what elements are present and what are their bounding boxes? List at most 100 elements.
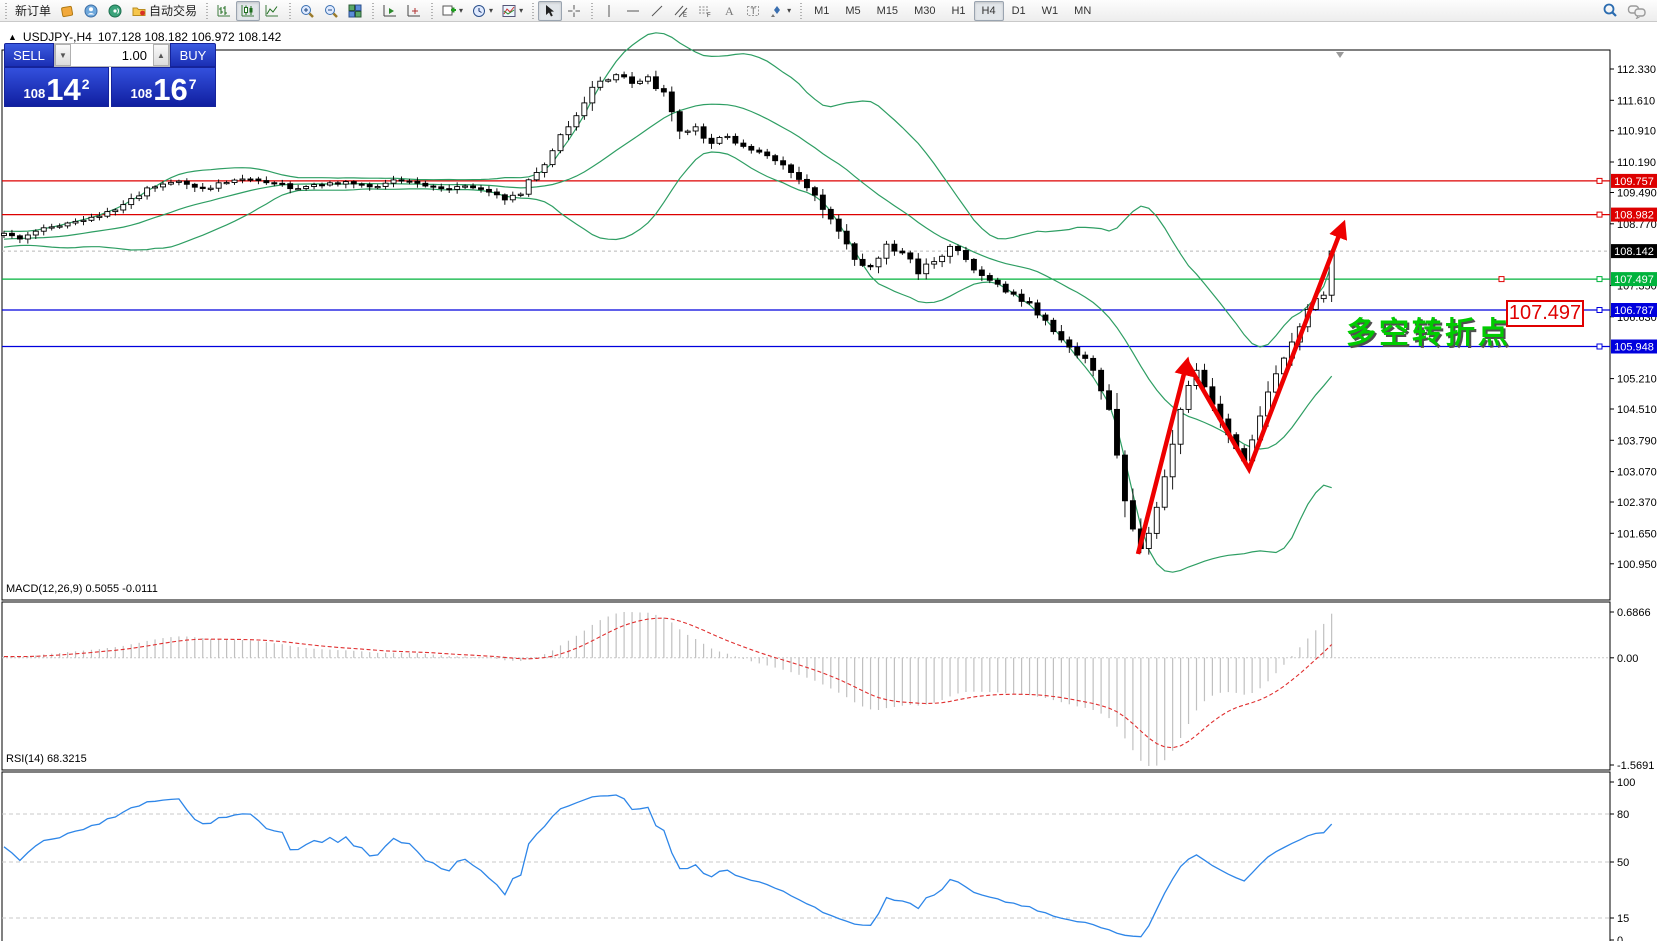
fibonacci-tool-button[interactable]: F (693, 1, 717, 21)
volume-decrease-button[interactable]: ▼ (55, 44, 71, 66)
tf-label: M5 (845, 4, 861, 17)
collapse-arrow-icon[interactable]: ▲ (8, 32, 17, 42)
tf-button-w1[interactable]: W1 (1034, 1, 1067, 21)
line-handle[interactable] (1596, 177, 1603, 184)
community-button[interactable] (79, 1, 103, 21)
buy-button[interactable]: BUY (170, 43, 216, 67)
text-icon: A (721, 3, 737, 19)
tf-button-h4[interactable]: H4 (973, 0, 1004, 21)
toolbar-grip[interactable] (371, 2, 377, 19)
indicators-dropdown[interactable]: ▾ (497, 1, 527, 21)
macd-tick-label: -1.5691 (1617, 760, 1654, 772)
symbol-name: USDJPY-,H4 (22, 30, 92, 44)
autotrading-icon (131, 3, 147, 19)
clock-icon (471, 3, 487, 19)
callout-anchor[interactable] (1498, 276, 1505, 283)
price-marker-label: 107.497 (1614, 274, 1654, 286)
fibonacci-icon: F (697, 3, 713, 19)
new-order-button[interactable]: 新订单 (11, 1, 55, 21)
candle-chart-mode-button[interactable] (236, 0, 261, 21)
tf-button-m30[interactable]: M30 (906, 1, 943, 21)
volume-increase-button[interactable]: ▲ (153, 44, 169, 66)
autotrading-button[interactable]: 自动交易 (127, 1, 201, 21)
line-handle[interactable] (1596, 307, 1603, 313)
chart-window: 112.330 111.610 110.910 110.190 109.490 108.7… (0, 22, 1657, 946)
toolbar-grip[interactable] (531, 2, 537, 19)
tf-button-mn[interactable]: MN (1066, 1, 1099, 21)
sell-button[interactable]: SELL (4, 43, 54, 67)
periods-dropdown[interactable]: ▾ (467, 1, 497, 21)
chart-shift-marker-icon[interactable] (1336, 52, 1344, 58)
chevron-down-icon: ▾ (787, 6, 792, 15)
tf-label: MN (1074, 4, 1092, 17)
svg-text:E: E (683, 13, 687, 19)
bar-chart-mode-button[interactable] (212, 1, 236, 21)
line-chart-mode-button[interactable] (260, 1, 284, 21)
tile-windows-button[interactable] (343, 1, 367, 21)
chart-shift-button[interactable] (402, 1, 426, 21)
auto-scroll-icon (382, 3, 398, 19)
line-chart-icon (264, 3, 280, 19)
tf-button-m5[interactable]: M5 (837, 1, 868, 21)
signals-button[interactable] (103, 1, 127, 21)
buy-price-big: 16 (153, 72, 188, 108)
toolbar-grip[interactable] (4, 2, 9, 19)
templates-icon (441, 3, 457, 19)
trend-arrow-annotation[interactable] (1135, 219, 1348, 555)
crosshair-tool-button[interactable] (562, 1, 586, 21)
price-callout-box[interactable]: 107.497 (1506, 300, 1584, 328)
price-tick-label: 104.510 (1617, 404, 1657, 416)
tf-button-h1[interactable]: H1 (943, 1, 973, 21)
price-marker-label: 108.142 (1614, 246, 1654, 258)
tf-button-m1[interactable]: M1 (806, 1, 837, 21)
zoom-in-button[interactable] (295, 1, 319, 21)
tf-label: M30 (914, 4, 936, 17)
toolbar-grip[interactable] (430, 2, 436, 19)
candle-chart-icon (240, 3, 256, 19)
chart-canvas[interactable]: 112.330 111.610 110.910 110.190 109.490 108.7… (0, 22, 1657, 946)
vline-tool-button[interactable] (597, 1, 621, 21)
macd-histogram (3, 612, 1333, 766)
zoom-out-button[interactable] (319, 1, 343, 21)
templates-dropdown[interactable]: ▾ (437, 1, 467, 21)
tf-button-d1[interactable]: D1 (1004, 1, 1034, 21)
cursor-tool-button[interactable] (538, 0, 563, 21)
toolbar-grip[interactable] (799, 2, 805, 19)
horizontal-price-lines[interactable] (2, 177, 1610, 350)
line-handle[interactable] (1596, 276, 1603, 283)
toolbar-grip[interactable] (288, 2, 294, 19)
toolbar-grip[interactable] (205, 2, 211, 19)
label-tool-button[interactable]: T (741, 1, 765, 21)
price-tick-label: 103.790 (1617, 435, 1657, 447)
price-marker-label: 106.787 (1614, 305, 1654, 317)
volume-input[interactable] (71, 44, 153, 66)
candlesticks (1, 70, 1335, 555)
rsi-axis: 100 80 50 15 0 (1610, 777, 1635, 946)
channel-tool-button[interactable]: E (669, 1, 693, 21)
text-tool-button[interactable]: A (717, 1, 741, 21)
sell-price-pip: 2 (81, 76, 90, 92)
price-marker-box (1611, 207, 1657, 222)
rsi-tick-label: 80 (1617, 809, 1629, 821)
sell-quote[interactable]: 108 14 2 (4, 67, 109, 107)
sticker-icon-button[interactable] (55, 1, 79, 21)
chat-button[interactable] (1623, 1, 1651, 21)
sticker-icon (59, 3, 75, 19)
toolbar-grip[interactable] (590, 2, 596, 19)
line-handle[interactable] (1596, 211, 1603, 218)
tile-windows-icon (347, 3, 363, 19)
cursor-icon (542, 3, 558, 19)
auto-scroll-button[interactable] (378, 1, 402, 21)
autotrading-label: 自动交易 (149, 4, 198, 18)
price-marker-box (1611, 244, 1657, 259)
shapes-dropdown[interactable]: ▾ (765, 1, 795, 21)
buy-quote[interactable]: 108 16 7 (111, 67, 216, 107)
chart-shift-icon (406, 3, 422, 19)
hline-tool-button[interactable] (621, 1, 645, 21)
tf-button-m15[interactable]: M15 (869, 1, 906, 21)
trendline-tool-button[interactable] (645, 1, 669, 21)
turning-point-annotation[interactable]: 多空转折点 (1346, 317, 1511, 350)
search-icon (1602, 2, 1619, 19)
search-button[interactable] (1598, 1, 1623, 21)
line-handle[interactable] (1596, 343, 1603, 350)
